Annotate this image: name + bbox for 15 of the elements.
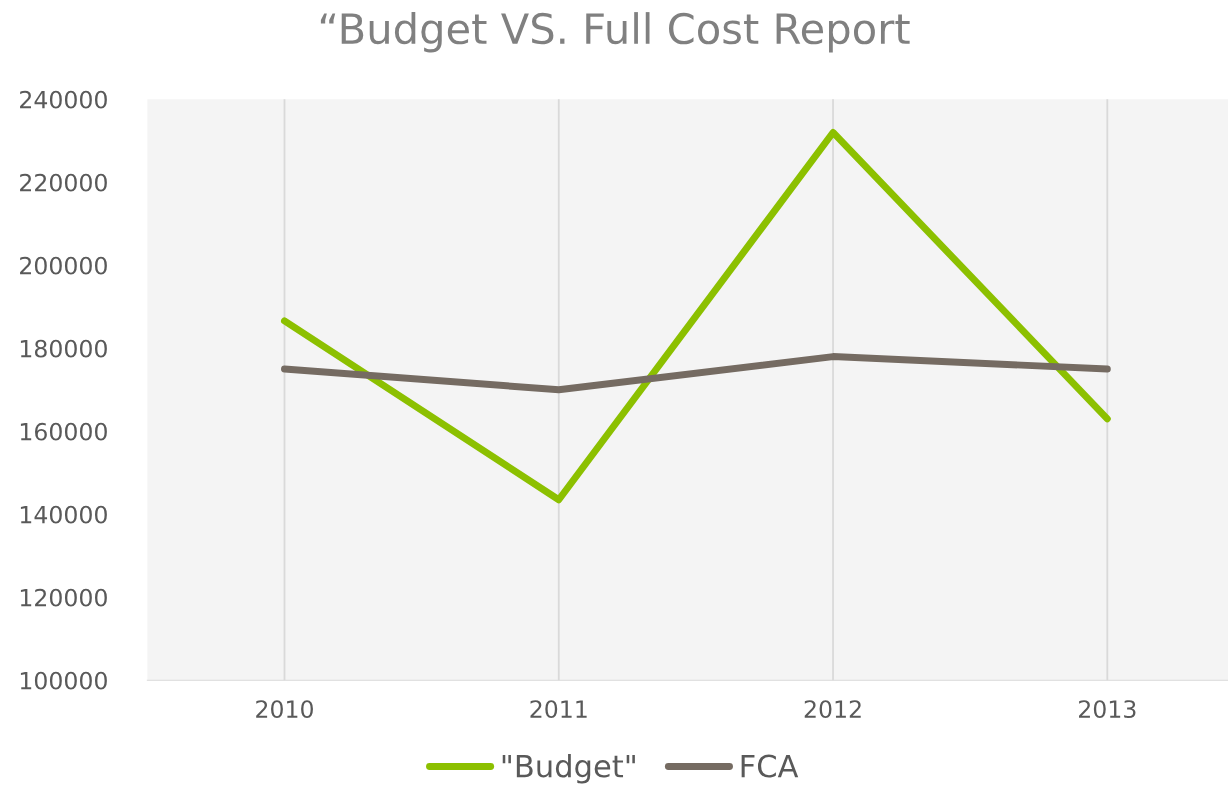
x-tick-label: 2011 bbox=[530, 700, 587, 719]
y-tick-label: 100000 bbox=[20, 671, 107, 690]
legend-label: "Budget" bbox=[502, 753, 635, 784]
y-tick-label: 240000 bbox=[20, 90, 107, 109]
chart-title: “Budget VS. Full Cost Report bbox=[320, 12, 910, 53]
x-tick-label: 2012 bbox=[804, 700, 861, 719]
y-tick-label: 140000 bbox=[20, 505, 107, 524]
y-tick-label: 120000 bbox=[20, 588, 107, 607]
y-tick-label: 220000 bbox=[20, 173, 107, 192]
legend-label: FCA bbox=[741, 754, 799, 778]
y-tick-label: 180000 bbox=[20, 339, 107, 358]
x-tick-label: 2010 bbox=[256, 700, 313, 719]
y-tick-label: 200000 bbox=[20, 256, 107, 275]
y-tick-label: 160000 bbox=[20, 422, 107, 441]
x-tick-label: 2013 bbox=[1079, 700, 1136, 719]
